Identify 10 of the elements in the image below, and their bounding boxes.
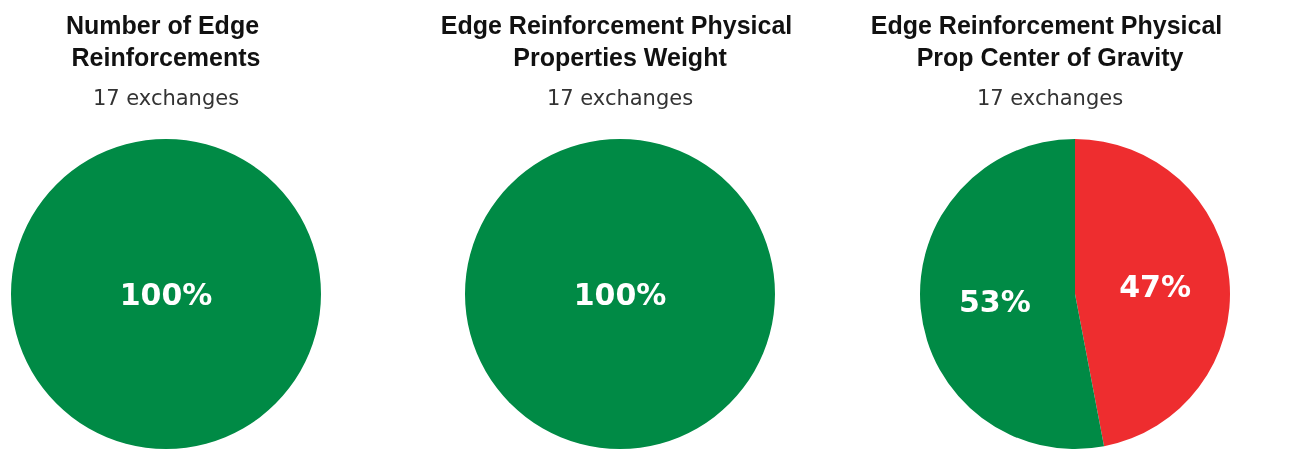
chart-subtitle: 17 exchanges <box>976 85 1124 110</box>
chart-title: Edge Reinforcement Physical Prop Center of Gravity <box>870 11 1230 71</box>
chart-subtitle: 17 exchanges <box>92 85 240 110</box>
chart-subtitle: 17 exchanges <box>546 85 694 110</box>
data-label: 100% <box>573 276 667 312</box>
chart-title: Edge Reinforcement Physical Properties Weight <box>440 11 800 71</box>
data-label: 100% <box>119 276 213 312</box>
data-label: 47% <box>1119 268 1192 304</box>
data-label: 53% <box>958 284 1031 320</box>
chart-title: Number of Edge Reinforcements <box>65 11 267 71</box>
